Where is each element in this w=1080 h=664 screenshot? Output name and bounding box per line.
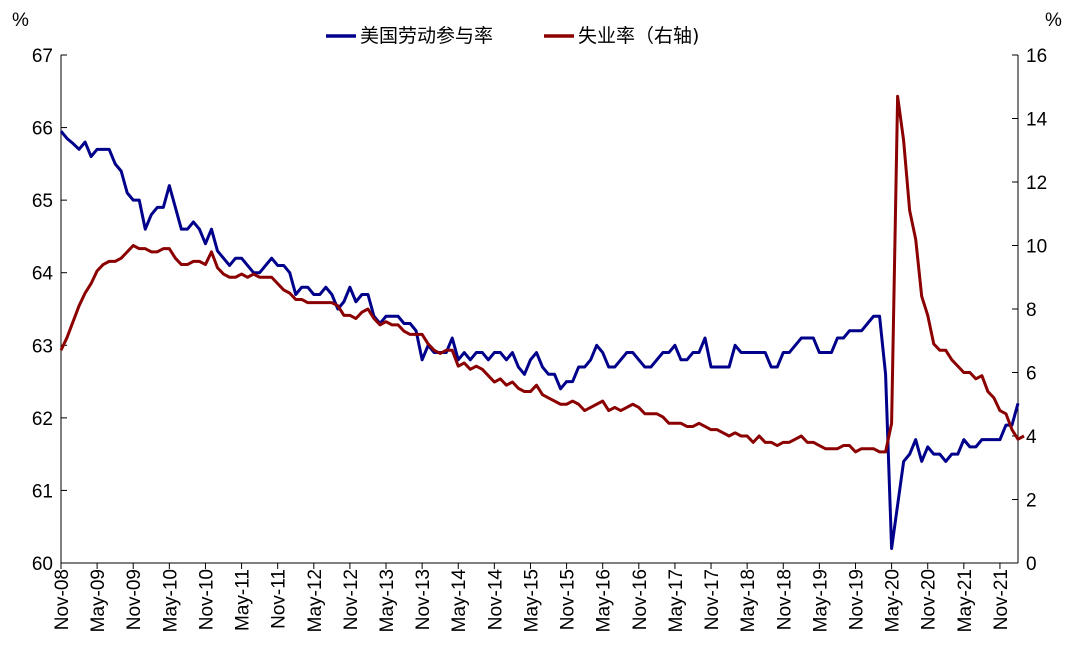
x-tick-label: Nov-15 bbox=[558, 569, 579, 630]
left-tick-label: 66 bbox=[32, 119, 53, 140]
right-tick-label: 10 bbox=[1026, 237, 1047, 258]
x-tick-label: Nov-08 bbox=[52, 569, 73, 630]
x-tick-label: May-11 bbox=[233, 569, 254, 631]
right-tick-label: 2 bbox=[1026, 491, 1037, 512]
left-tick-label: 63 bbox=[32, 336, 53, 357]
right-tick-label: 4 bbox=[1026, 427, 1037, 448]
x-tick-label: May-09 bbox=[88, 569, 109, 632]
right-tick-label: 14 bbox=[1026, 110, 1048, 131]
left-tick-label: 62 bbox=[32, 409, 53, 430]
axes bbox=[60, 55, 1019, 564]
series-line-participation-rate bbox=[59, 130, 1020, 550]
x-tick-label: Nov-17 bbox=[702, 569, 723, 630]
x-tick-label: Nov-20 bbox=[919, 569, 940, 630]
right-tick-label: 8 bbox=[1026, 300, 1037, 321]
left-tick-label: 65 bbox=[32, 191, 53, 212]
x-tick-label: May-12 bbox=[305, 569, 326, 632]
x-tick-label: May-18 bbox=[738, 569, 759, 632]
left-tick-label: 60 bbox=[32, 554, 53, 575]
left-axis-ticks: 60 61 62 63 64 65 66 67 bbox=[32, 46, 67, 575]
x-tick-label: May-19 bbox=[810, 569, 831, 632]
x-tick-label: Nov-09 bbox=[124, 569, 145, 630]
x-axis-ticks: Nov-08 May-09 Nov-09 May-10 Nov-10 May-11 Nov-… bbox=[52, 563, 1012, 632]
legend: 美国劳动参与率 失业率（右轴) bbox=[326, 25, 699, 47]
x-tick-label: Nov-10 bbox=[196, 569, 217, 630]
series-line-unemployment-rate bbox=[59, 94, 1025, 454]
x-tick-label: Nov-18 bbox=[774, 569, 795, 630]
left-axis-unit: % bbox=[12, 10, 29, 31]
x-tick-label: Nov-14 bbox=[485, 569, 506, 631]
x-tick-label: Nov-12 bbox=[341, 569, 362, 630]
x-tick-label: May-21 bbox=[955, 569, 976, 632]
left-tick-label: 67 bbox=[32, 46, 53, 67]
x-tick-label: Nov-16 bbox=[630, 569, 651, 630]
legend-label-participation: 美国劳动参与率 bbox=[360, 25, 493, 47]
x-tick-label: May-16 bbox=[594, 569, 615, 632]
left-tick-label: 64 bbox=[32, 264, 54, 285]
right-tick-label: 12 bbox=[1026, 173, 1047, 194]
x-tick-label: May-15 bbox=[521, 569, 542, 632]
x-tick-label: May-10 bbox=[160, 569, 181, 632]
x-tick-label: Nov-19 bbox=[846, 569, 867, 630]
x-tick-label: May-17 bbox=[666, 569, 687, 632]
x-tick-label: Nov-11 bbox=[269, 569, 290, 629]
legend-label-unemployment: 失业率（右轴) bbox=[578, 25, 699, 47]
right-axis-unit: % bbox=[1045, 10, 1062, 31]
right-axis-ticks: 0 2 4 6 8 10 12 14 16 bbox=[1012, 46, 1048, 575]
x-tick-label: May-13 bbox=[377, 569, 398, 632]
left-tick-label: 61 bbox=[32, 481, 53, 502]
x-tick-label: Nov-21 bbox=[991, 569, 1012, 630]
right-tick-label: 16 bbox=[1026, 46, 1047, 67]
x-tick-label: May-20 bbox=[883, 569, 904, 632]
right-tick-label: 0 bbox=[1026, 554, 1037, 575]
right-tick-label: 6 bbox=[1026, 364, 1037, 385]
x-tick-label: May-14 bbox=[449, 569, 470, 633]
x-tick-label: Nov-13 bbox=[413, 569, 434, 630]
